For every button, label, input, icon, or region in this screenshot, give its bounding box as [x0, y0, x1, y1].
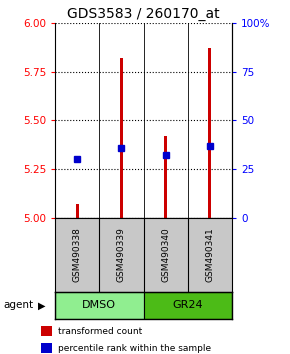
Text: GSM490338: GSM490338 — [73, 227, 82, 282]
Text: DMSO: DMSO — [82, 300, 116, 310]
Text: transformed count: transformed count — [58, 327, 142, 336]
Title: GDS3583 / 260170_at: GDS3583 / 260170_at — [67, 7, 220, 21]
Text: percentile rank within the sample: percentile rank within the sample — [58, 344, 211, 353]
Bar — [144, 292, 232, 319]
Bar — [76, 204, 79, 218]
Bar — [41, 343, 52, 353]
Bar — [41, 326, 52, 336]
Bar — [55, 292, 144, 319]
Text: agent: agent — [3, 300, 33, 310]
Bar — [120, 58, 123, 218]
Text: GSM490340: GSM490340 — [161, 228, 170, 282]
Text: GSM490339: GSM490339 — [117, 227, 126, 282]
Text: ▶: ▶ — [38, 300, 46, 310]
Text: GSM490341: GSM490341 — [205, 228, 214, 282]
Bar — [164, 136, 167, 218]
Text: GR24: GR24 — [173, 300, 203, 310]
Bar — [208, 48, 211, 218]
